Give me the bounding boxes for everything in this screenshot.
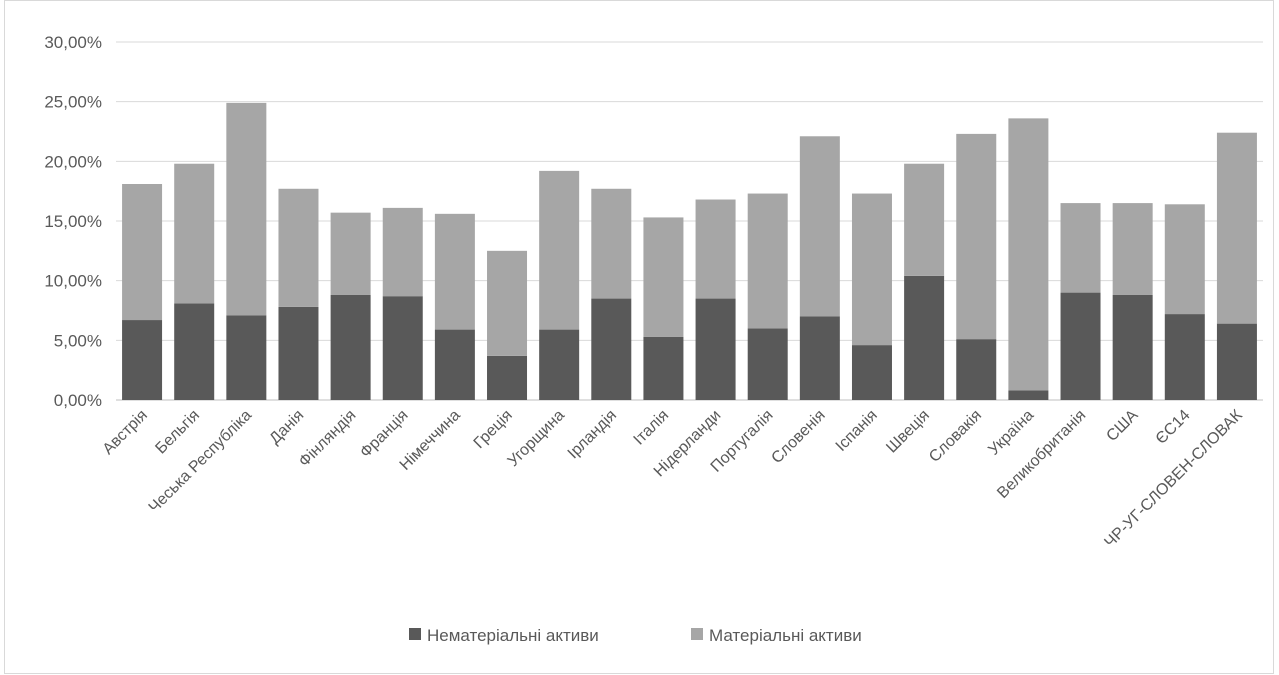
bar-segment-tangible bbox=[487, 250, 528, 356]
x-category-label: Фінляндія bbox=[296, 407, 360, 471]
x-category-label: Великобританія bbox=[994, 407, 1089, 502]
bars bbox=[122, 102, 1257, 400]
bar-segment-intangible bbox=[174, 303, 215, 400]
bar-segment-intangible bbox=[330, 294, 371, 400]
bar-segment-intangible bbox=[382, 296, 423, 400]
bar-segment-intangible bbox=[956, 339, 997, 400]
y-tick-label: 0,00% bbox=[54, 391, 102, 410]
x-category-label: Бельгія bbox=[152, 407, 203, 458]
bar-segment-tangible bbox=[1164, 204, 1205, 315]
bar-segment-intangible bbox=[1060, 292, 1101, 400]
y-tick-label: 10,00% bbox=[44, 272, 102, 291]
x-category-label: Швеція bbox=[883, 407, 933, 457]
y-tick-label: 20,00% bbox=[44, 152, 102, 171]
bar-segment-tangible bbox=[226, 102, 267, 316]
bar-segment-tangible bbox=[904, 163, 945, 276]
bar-segment-tangible bbox=[591, 188, 632, 299]
bar-segment-tangible bbox=[174, 163, 215, 304]
y-tick-label: 15,00% bbox=[44, 212, 102, 231]
bar-segment-tangible bbox=[695, 199, 736, 299]
bar-segment-intangible bbox=[1008, 390, 1049, 400]
y-axis-tick-labels: 0,00% 5,00% 10,00% 15,00% 20,00% 25,00% 30,00% bbox=[44, 33, 102, 410]
x-category-label: Данія bbox=[266, 407, 307, 448]
legend-item: Нематеріальні активи bbox=[409, 626, 599, 645]
x-category-label: Україна bbox=[985, 407, 1037, 459]
bar-segment-intangible bbox=[278, 306, 319, 400]
bar-segment-intangible bbox=[747, 328, 788, 400]
bar-segment-intangible bbox=[1164, 314, 1205, 400]
x-category-label: Австрія bbox=[100, 407, 151, 458]
bar-segment-tangible bbox=[278, 188, 319, 307]
y-tick-label: 25,00% bbox=[44, 93, 102, 112]
bar-segment-intangible bbox=[539, 329, 580, 400]
x-category-label: Греція bbox=[471, 407, 516, 452]
x-category-label: Словакія bbox=[926, 407, 985, 466]
x-category-label: Іспанія bbox=[833, 407, 881, 455]
bar-segment-intangible bbox=[695, 298, 736, 400]
bar-segment-tangible bbox=[956, 133, 997, 340]
legend-swatch bbox=[691, 628, 703, 640]
x-category-label: Словенія bbox=[768, 407, 828, 467]
bar-segment-tangible bbox=[1008, 118, 1049, 391]
bar-segment-intangible bbox=[434, 329, 475, 400]
bar-segment-intangible bbox=[226, 315, 267, 400]
stacked-bar-chart: 0,00% 5,00% 10,00% 15,00% 20,00% 25,00% 30,00%… bbox=[44, 33, 1263, 645]
x-category-label: Ірландія bbox=[565, 407, 620, 462]
bar-segment-tangible bbox=[747, 193, 788, 329]
bar-segment-intangible bbox=[799, 316, 840, 400]
bar-segment-intangible bbox=[487, 355, 528, 400]
chart-frame: 0,00% 5,00% 10,00% 15,00% 20,00% 25,00% 30,00%… bbox=[4, 0, 1274, 674]
bar-segment-intangible bbox=[904, 275, 945, 400]
bar-segment-tangible bbox=[539, 170, 580, 330]
x-category-label: Італія bbox=[631, 407, 673, 449]
bar-segment-tangible bbox=[434, 213, 475, 330]
y-tick-label: 30,00% bbox=[44, 33, 102, 52]
legend-label: Нематеріальні активи bbox=[427, 626, 599, 645]
bar-segment-tangible bbox=[382, 207, 423, 297]
bar-segment-tangible bbox=[643, 217, 684, 337]
y-tick-label: 5,00% bbox=[54, 331, 102, 350]
x-category-label: США bbox=[1103, 407, 1141, 445]
x-category-label: Чеська Республіка bbox=[146, 407, 256, 517]
bar-segment-tangible bbox=[799, 136, 840, 317]
bar-segment-intangible bbox=[591, 298, 632, 400]
bar-segment-intangible bbox=[122, 320, 163, 400]
bar-segment-intangible bbox=[1216, 323, 1257, 400]
bar-segment-tangible bbox=[330, 212, 371, 295]
x-category-label: Угорщина bbox=[505, 407, 568, 470]
legend-label: Матеріальні активи bbox=[709, 626, 862, 645]
bar-segment-tangible bbox=[1112, 203, 1153, 295]
bar-segment-tangible bbox=[1216, 132, 1257, 324]
legend: Нематеріальні активи Матеріальні активи bbox=[409, 626, 862, 645]
bar-segment-intangible bbox=[851, 345, 892, 400]
bar-segment-intangible bbox=[1112, 294, 1153, 400]
bar-segment-tangible bbox=[851, 193, 892, 346]
bar-segment-tangible bbox=[1060, 203, 1101, 293]
x-category-label: Франція bbox=[357, 407, 412, 462]
legend-item: Матеріальні активи bbox=[691, 626, 862, 645]
x-category-label: ЄС14 bbox=[1153, 407, 1194, 448]
bar-segment-tangible bbox=[122, 184, 163, 321]
legend-swatch bbox=[409, 628, 421, 640]
bar-segment-intangible bbox=[643, 336, 684, 400]
